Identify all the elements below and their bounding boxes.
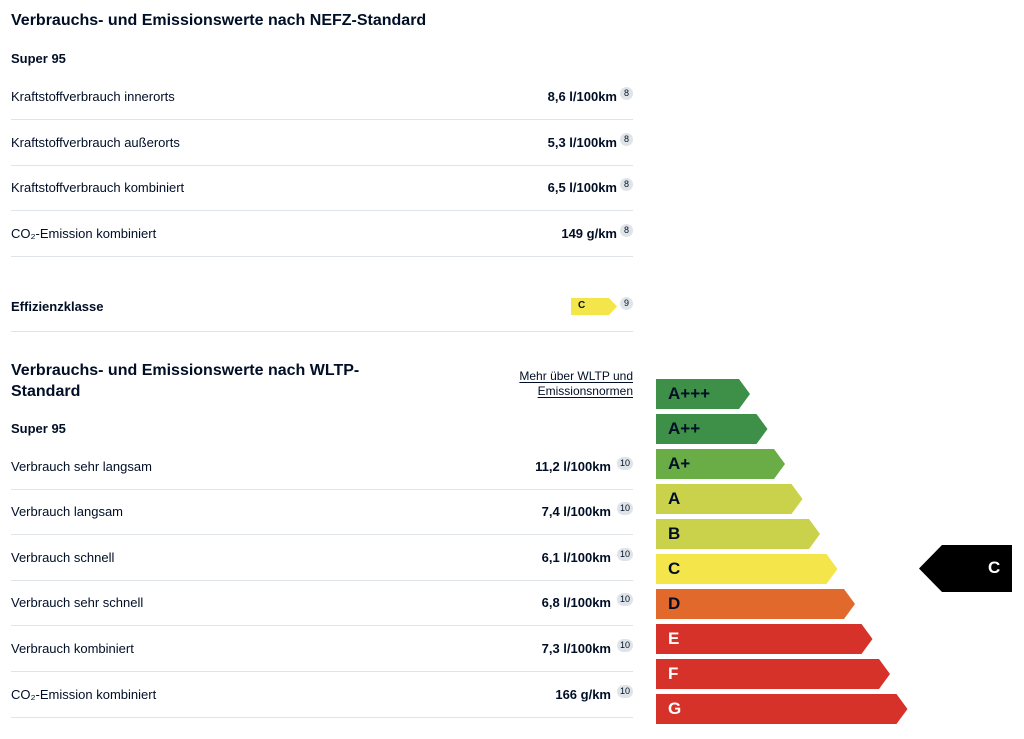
selected-class-value: C (988, 558, 1001, 577)
energy-class-label: A+++ (668, 384, 711, 403)
row-label: Verbrauch schnell (11, 550, 115, 565)
wltp-row: CO₂-Emission kombiniert 166 g/km 10 (11, 672, 633, 718)
footnote-badge[interactable]: 10 (616, 639, 633, 652)
wltp-title-line: Verbrauchs- und Emissionswerte nach WLTP… (11, 362, 360, 379)
energy-class-bar: B (656, 519, 820, 549)
row-label: Verbrauch langsam (11, 504, 124, 519)
wltp-link-line: Mehr über WLTP und (519, 369, 633, 383)
row-value: 6,1 l/100km (541, 550, 611, 565)
row-label: CO₂-Emission kombiniert (11, 687, 157, 702)
efficiency-label: Effizienzklasse (11, 299, 104, 314)
wltp-row: Verbrauch sehr schnell 6,8 l/100km 10 (11, 580, 633, 626)
energy-class-bar: F (656, 659, 890, 689)
selected-class-marker: C (919, 545, 1012, 592)
footnote-badge[interactable]: 9 (620, 297, 633, 310)
energy-class-bar: C (656, 554, 838, 584)
wltp-link-line: Emissionsnormen (537, 384, 633, 398)
nefz-row: CO₂-Emission kombiniert 149 g/km 8 (11, 211, 633, 257)
row-label: CO₂-Emission kombiniert (11, 226, 157, 241)
row-label: Kraftstoffverbrauch außerorts (11, 135, 180, 150)
nefz-row: Kraftstoffverbrauch kombiniert 6,5 l/100… (11, 165, 633, 211)
footnote-badge[interactable]: 8 (620, 178, 633, 191)
footnote-badge[interactable]: 10 (616, 457, 633, 470)
energy-class-bar: G (656, 694, 908, 724)
footnote-badge[interactable]: 8 (620, 133, 633, 146)
energy-class-label: D (668, 594, 681, 613)
row-value: 6,5 l/100km (547, 180, 617, 195)
energy-class-label: F (668, 664, 679, 683)
row-label: Kraftstoffverbrauch kombiniert (11, 180, 185, 195)
wltp-row: Verbrauch langsam 7,4 l/100km 10 (11, 489, 633, 535)
energy-class-label: B (668, 524, 681, 543)
energy-class-label: C (668, 559, 681, 578)
row-label: Verbrauch sehr schnell (11, 595, 144, 610)
energy-class-bar: D (656, 589, 855, 619)
energy-class-bar: A++ (656, 414, 768, 444)
row-value: 149 g/km (561, 226, 617, 241)
row-value: 11,2 l/100km (535, 459, 611, 474)
footnote-badge[interactable]: 10 (616, 502, 633, 515)
efficiency-class-value: C (578, 300, 586, 311)
energy-class-label: E (668, 629, 680, 648)
energy-class-label: G (668, 699, 682, 718)
energy-class-bar: A+ (656, 449, 785, 479)
energy-class-bar: E (656, 624, 873, 654)
energy-class-label: A++ (668, 419, 701, 438)
nefz-section-title: Verbrauchs- und Emissionswerte nach NEFZ… (11, 12, 427, 29)
footnote-badge[interactable]: 10 (616, 548, 633, 561)
efficiency-row: Effizienzklasse C 9 (11, 286, 633, 332)
row-value: 5,3 l/100km (547, 135, 617, 150)
wltp-info-link[interactable]: Mehr über WLTP und Emissionsnormen (519, 369, 633, 399)
wltp-row: Verbrauch kombiniert 7,3 l/100km 10 (11, 626, 633, 672)
footnote-badge[interactable]: 10 (616, 685, 633, 698)
energy-class-label: A+ (668, 454, 691, 473)
efficiency-class-badge: C (571, 298, 617, 315)
wltp-title-line: Standard (11, 383, 81, 400)
nefz-row: Kraftstoffverbrauch innerorts 8,6 l/100k… (11, 74, 633, 120)
row-label: Kraftstoffverbrauch innerorts (11, 89, 175, 104)
row-label: Verbrauch kombiniert (11, 641, 134, 656)
row-value: 6,8 l/100km (541, 595, 611, 610)
nefz-fuel-type: Super 95 (11, 51, 66, 66)
wltp-fuel-type: Super 95 (11, 421, 66, 436)
row-value: 8,6 l/100km (547, 89, 617, 104)
footnote-badge[interactable]: 8 (620, 224, 633, 237)
row-value: 166 g/km (555, 687, 611, 702)
wltp-row: Verbrauch sehr langsam 11,2 l/100km 10 (11, 444, 633, 490)
energy-class-bar: A+++ (656, 379, 750, 409)
energy-class-label: A (668, 489, 681, 508)
row-label: Verbrauch sehr langsam (11, 459, 152, 474)
row-value: 7,4 l/100km (541, 504, 611, 519)
footnote-badge[interactable]: 8 (620, 87, 633, 100)
energy-class-bar: A (656, 484, 803, 514)
row-value: 7,3 l/100km (541, 641, 611, 656)
wltp-section-title: Verbrauchs- und Emissionswerte nach WLTP… (11, 360, 359, 402)
wltp-row: Verbrauch schnell 6,1 l/100km 10 (11, 535, 633, 581)
footnote-badge[interactable]: 10 (616, 593, 633, 606)
nefz-row: Kraftstoffverbrauch außerorts 5,3 l/100k… (11, 120, 633, 166)
